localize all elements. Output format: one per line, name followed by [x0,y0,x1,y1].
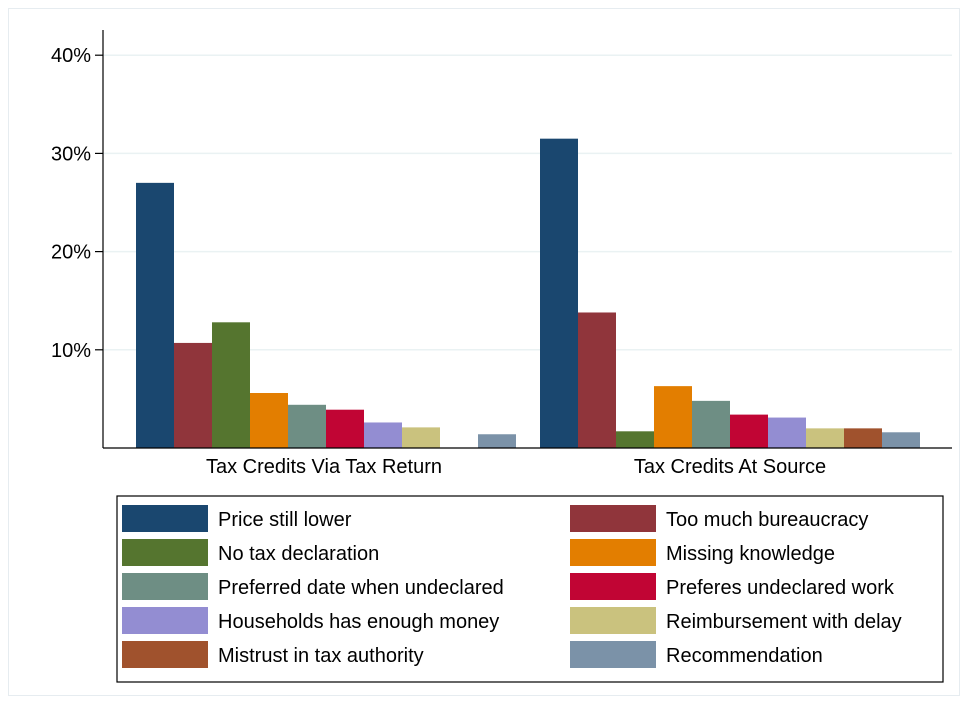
bar-1-9 [882,432,920,448]
legend-label: Preferred date when undeclared [218,577,504,599]
y-ticks: 10% 20% 30% 40% [51,45,103,362]
legend-label: Households has enough money [218,611,499,633]
legend-swatch [570,607,656,634]
legend-label: Too much bureaucracy [666,509,868,531]
bars [136,138,920,449]
legend-swatch [122,505,208,532]
legend-swatch [570,641,656,668]
legend-swatch [570,505,656,532]
bar-1-0 [540,138,578,449]
bar-0-9 [478,434,516,448]
category-label: Tax Credits At Source [634,456,826,478]
bar-0-6 [364,422,402,448]
y-tick-label: 30% [51,143,91,165]
bar-0-3 [250,393,288,448]
legend-swatch [570,573,656,600]
legend-swatch [122,539,208,566]
bar-1-6 [768,417,806,448]
bar-0-2 [212,322,250,448]
legend-swatch [122,573,208,600]
legend-swatch [570,539,656,566]
y-tick-label: 40% [51,45,91,67]
legend-label: No tax declaration [218,543,379,565]
bar-1-4 [692,400,730,448]
bar-1-7 [806,428,844,448]
bar-1-3 [654,386,692,448]
bar-1-5 [730,414,768,448]
category-label: Tax Credits Via Tax Return [206,456,442,478]
y-tick-label: 20% [51,242,91,264]
legend-swatch [122,607,208,634]
legend-box [116,495,944,683]
category-labels: Tax Credits Via Tax Return Tax Credits At… [206,456,826,478]
legend: Price still lower Too much bureaucracy No … [116,495,944,683]
bar-1-1 [578,312,616,448]
bar-0-0 [136,182,174,449]
bar-0-5 [326,409,364,448]
gridlines [103,54,952,351]
legend-swatch [122,641,208,668]
legend-label: Mistrust in tax authority [218,645,424,667]
bar-0-1 [174,342,212,448]
bar-0-4 [288,404,326,448]
legend-label: Reimbursement with delay [666,611,902,633]
bar-1-8 [844,428,882,448]
bar-0-7 [402,427,440,448]
legend-label: Recommendation [666,645,823,667]
legend-label: Price still lower [218,509,352,531]
axes [102,30,952,449]
legend-label: Preferes undeclared work [666,577,895,599]
y-tick-label: 10% [51,340,91,362]
bar-1-2 [616,431,654,448]
legend-label: Missing knowledge [666,543,835,565]
